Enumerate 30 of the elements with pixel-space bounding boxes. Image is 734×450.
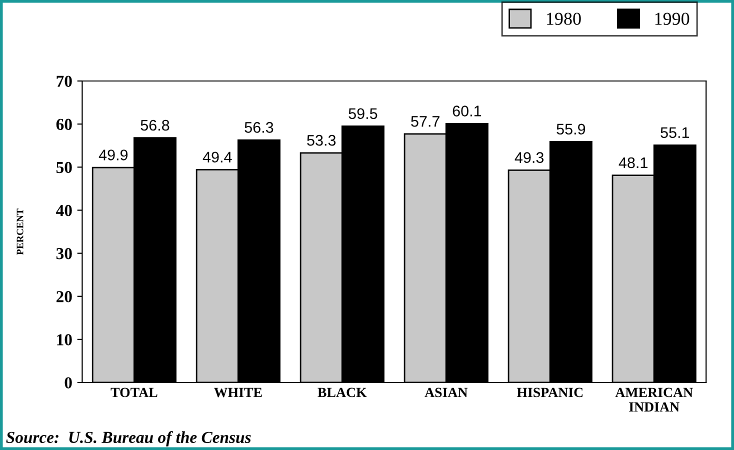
- y-tick-label: 10: [57, 334, 72, 346]
- data-label: 48.1: [618, 157, 648, 168]
- y-tick-label: 40: [56, 204, 72, 216]
- y-axis-title: PERCENT: [16, 208, 24, 255]
- source-note: Source: U.S. Bureau of the Census: [6, 431, 251, 446]
- x-tick-label: AMERICAN INDIAN: [615, 388, 693, 412]
- data-label: 55.1: [660, 127, 690, 138]
- y-tick-label: 0: [64, 377, 72, 388]
- data-label: 49.3: [514, 152, 544, 163]
- x-tick-label: ASIAN: [424, 388, 468, 398]
- y-tick-label: 70: [56, 76, 72, 87]
- data-label: 53.3: [307, 134, 336, 146]
- data-label: 59.5: [348, 108, 378, 120]
- x-tick-label: BLACK: [318, 388, 367, 398]
- legend-label: 1980: [547, 12, 581, 25]
- data-label: 49.4: [202, 152, 232, 163]
- data-label: 49.9: [98, 150, 128, 160]
- y-tick-label: 60: [56, 118, 72, 130]
- legend-label: 1990: [655, 12, 690, 25]
- y-tick-label: 20: [56, 291, 72, 302]
- data-label: 56.8: [140, 120, 170, 131]
- data-label: 60.1: [452, 106, 482, 116]
- y-tick-label: 30: [56, 248, 72, 260]
- data-label: 57.7: [411, 116, 440, 127]
- x-tick-label: TOTAL: [110, 388, 158, 398]
- x-tick-label: HISPANIC: [516, 388, 583, 398]
- x-tick-label: WHITE: [214, 388, 262, 398]
- y-tick-label: 50: [56, 162, 72, 174]
- data-label: 56.3: [244, 122, 274, 133]
- data-label: 55.9: [556, 124, 586, 135]
